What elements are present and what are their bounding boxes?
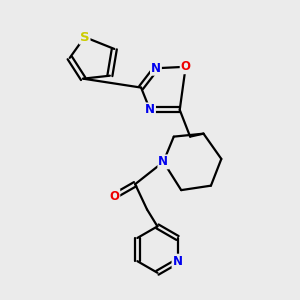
Text: O: O [181, 60, 191, 73]
Text: S: S [80, 31, 89, 44]
Text: O: O [109, 190, 119, 202]
Text: N: N [151, 62, 161, 75]
Text: N: N [145, 103, 155, 116]
Text: N: N [158, 155, 168, 168]
Text: N: N [172, 255, 182, 268]
